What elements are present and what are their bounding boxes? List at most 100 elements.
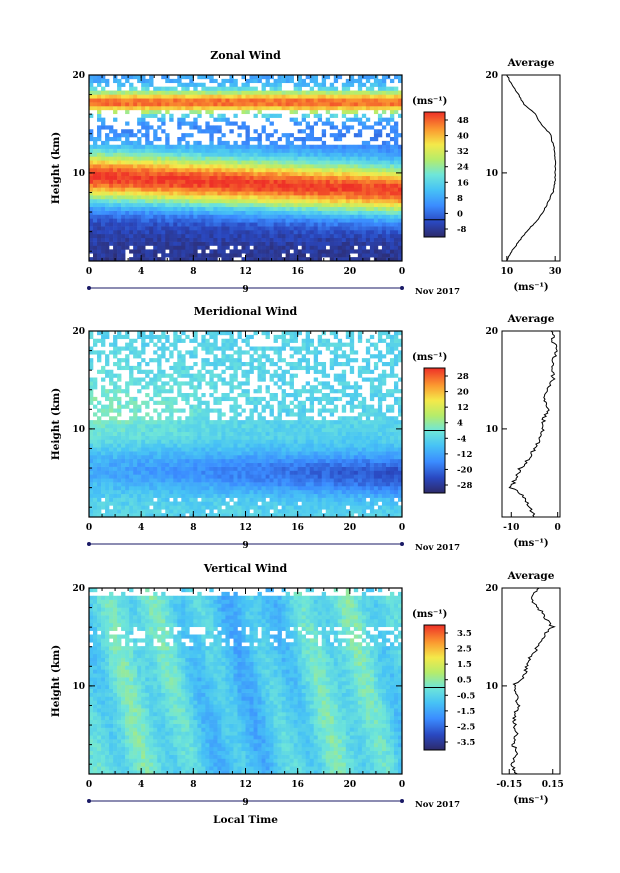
heatmap-cell [149, 493, 154, 498]
heatmap-cell [321, 179, 327, 184]
heatmap-cell [217, 175, 222, 180]
heatmap-cell [393, 253, 399, 258]
heatmap-cell [185, 462, 190, 467]
heatmap-cell [253, 470, 258, 475]
heatmap-cell [173, 478, 178, 483]
heatmap-cell [89, 435, 94, 440]
heatmap-cell [101, 121, 106, 126]
heatmap-cell [273, 202, 278, 208]
heatmap-cell [189, 470, 194, 475]
heatmap-cell [289, 133, 294, 138]
heatmap-cell [333, 253, 339, 258]
heatmap-cell [221, 226, 226, 231]
heatmap-cell [393, 109, 399, 115]
heatmap-cell [189, 404, 194, 409]
heatmap-cell [349, 199, 355, 204]
heatmap-cell [293, 226, 298, 231]
heatmap-cell [109, 195, 114, 200]
heatmap-cell [169, 400, 174, 405]
heatmap-cell [109, 160, 114, 165]
heatmap-cell [109, 373, 114, 378]
heatmap-cell [365, 164, 371, 169]
heatmap-cell [301, 137, 306, 142]
heatmap-cell [225, 156, 230, 161]
heatmap-cell [345, 183, 351, 188]
heatmap-cell [97, 253, 102, 258]
heatmap-cell [377, 94, 383, 99]
heatmap-cell [141, 385, 146, 390]
heatmap-cell [93, 404, 98, 409]
heatmap-cell [369, 94, 375, 99]
heatmap-cell [201, 462, 206, 467]
heatmap-cell [205, 505, 210, 510]
heatmap-cell [141, 82, 146, 87]
heatmap-cell [393, 222, 399, 227]
heatmap-cell [137, 493, 142, 498]
heatmap-cell [225, 164, 230, 169]
heatmap-cell [149, 160, 154, 165]
heatmap-cell [245, 125, 250, 130]
heatmap-cell [181, 156, 186, 161]
heatmap-cell [365, 94, 371, 99]
heatmap-cell [193, 338, 198, 343]
heatmap-cell [209, 455, 214, 460]
heatmap-cell [289, 98, 294, 103]
heatmap-cell [117, 474, 122, 479]
heatmap-cell [357, 183, 363, 188]
heatmap-cell [193, 82, 198, 87]
heatmap-cell [109, 482, 114, 487]
heatmap-cell [145, 249, 150, 254]
heatmap-cell [349, 171, 355, 177]
heatmap-cell [229, 377, 234, 382]
heatmap-cell [169, 94, 174, 99]
heatmap-cell [193, 222, 198, 227]
heatmap-cell [89, 377, 94, 382]
heatmap-cell [137, 443, 142, 448]
heatmap-cell [217, 129, 222, 134]
heatmap-cell [113, 171, 118, 177]
heatmap-cell [161, 501, 166, 506]
heatmap-cell [241, 497, 246, 502]
heatmap-cell [201, 94, 206, 99]
heatmap-cell [389, 191, 395, 196]
profile-y-tick-label: 10 [485, 169, 498, 179]
heatmap-cell [317, 226, 323, 231]
heatmap-cell [381, 102, 387, 107]
heatmap-cell [157, 94, 162, 99]
heatmap-cell [329, 210, 335, 215]
heatmap-cell [389, 168, 395, 173]
heatmap-cell [101, 148, 106, 153]
y-axis-label: Height (km) [50, 132, 62, 204]
heatmap-cell [353, 257, 359, 262]
heatmap-cell [153, 102, 158, 107]
heatmap-cell [121, 389, 126, 394]
heatmap-cell [209, 109, 214, 115]
heatmap-cell [181, 331, 186, 336]
heatmap-cell [101, 90, 106, 95]
heatmap-cell [265, 137, 270, 142]
heatmap-cell [193, 191, 198, 196]
heatmap-cell [201, 129, 206, 134]
heatmap-cell [93, 509, 98, 514]
heatmap-cell [245, 202, 250, 208]
heatmap-cell [393, 237, 399, 242]
heatmap-cell [189, 78, 194, 84]
heatmap-cell [329, 230, 335, 235]
heatmap-cell [241, 420, 246, 425]
heatmap-cell [121, 152, 126, 157]
heatmap-cell [381, 249, 387, 254]
heatmap-cell [325, 121, 331, 126]
heatmap-cell [197, 202, 202, 208]
heatmap-cell [389, 179, 395, 184]
heatmap-cell [113, 179, 118, 184]
heatmap-cell [261, 489, 266, 495]
heatmap-cell [353, 109, 359, 115]
heatmap-cell [121, 218, 126, 223]
heatmap-cell [169, 427, 174, 433]
heatmap-cell [185, 160, 190, 165]
heatmap-cell [317, 82, 323, 87]
heatmap-cell [249, 226, 254, 231]
heatmap-cell [113, 486, 118, 491]
heatmap-cell [369, 253, 375, 258]
heatmap-cell [105, 168, 110, 173]
